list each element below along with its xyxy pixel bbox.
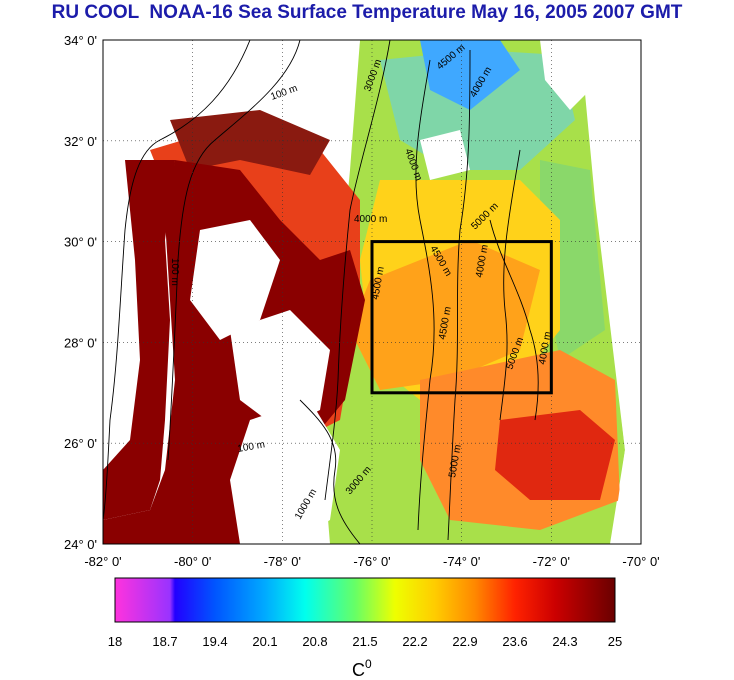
colorbar-tick-label: 20.1 (252, 634, 277, 649)
map-title: RU COOL NOAA-16 Sea Surface Temperature … (51, 2, 683, 23)
colorbar-tick-label: 22.9 (452, 634, 477, 649)
lon-tick-label: -80° 0' (174, 554, 211, 569)
sst-data-layer (103, 40, 641, 544)
colorbar-tick-label: 18 (108, 634, 122, 649)
contour-100m (167, 40, 301, 461)
contour-label: 4000 m (354, 214, 387, 225)
lat-tick-label: 30° 0' (64, 235, 97, 250)
colorbar-tick-label: 21.5 (352, 634, 377, 649)
lon-tick-label: -78° 0' (264, 554, 301, 569)
colorbar-tick-label: 24.3 (552, 634, 577, 649)
lon-tick-label: -72° 0' (533, 554, 570, 569)
lat-tick-label: 26° 0' (64, 436, 97, 451)
contour-4500m (447, 49, 471, 541)
cloud-gap-northeast (590, 40, 641, 544)
florida-peninsula-area (103, 160, 175, 520)
lat-tick-label: 28° 0' (64, 335, 97, 350)
colorbar-tick-labels: 18 18.7 19.4 20.1 20.8 21.5 22.2 22.9 23.6 24.3 25 (108, 634, 622, 649)
colorbar-tick-label: 23.6 (502, 634, 527, 649)
contour-3000m (324, 40, 391, 501)
cloud-gap-east (540, 40, 590, 110)
lat-tick-label: 24° 0' (64, 537, 97, 552)
colorbar-tick-label: 20.8 (302, 634, 327, 649)
map-border (102, 39, 642, 545)
colorbar-tick-label: 25 (608, 634, 622, 649)
lon-tick-label: -74° 0' (443, 554, 480, 569)
lon-tick-label: -70° 0' (622, 554, 659, 569)
cloud-gap-bahamas (230, 310, 330, 430)
colorbar-unit: C0 (352, 657, 372, 680)
colorbar-tick-label: 22.2 (402, 634, 427, 649)
lat-tick-label: 32° 0' (64, 134, 97, 149)
latitude-tick-labels: 34° 0' 32° 0' 30° 0' 28° 0' 26° 0' 24° 0' (64, 33, 97, 552)
contour-label: 100 m (169, 258, 180, 286)
lon-tick-label: -82° 0' (84, 554, 121, 569)
cloud-gap-mid (190, 220, 280, 340)
sst-southeast-red (495, 410, 615, 500)
colorbar (114, 577, 616, 623)
sst-northern-dark-band (170, 110, 330, 175)
lon-tick-label: -76° 0' (353, 554, 390, 569)
colorbar-tick-label: 18.7 (152, 634, 177, 649)
contour-4000m (415, 59, 435, 531)
contour-5000m (499, 149, 521, 421)
contour-bahamas (299, 399, 361, 544)
study-area-box (370, 240, 553, 395)
sst-mid-orange (350, 240, 540, 390)
cloud-gap-small (420, 130, 470, 180)
cloud-gap-southwest (230, 400, 340, 544)
colorbar-tick-label: 19.4 (202, 634, 227, 649)
coastline (103, 40, 251, 521)
bathymetry-contours (103, 40, 539, 544)
contour-label: 100 m (237, 439, 266, 455)
lat-tick-label: 34° 0' (64, 33, 97, 48)
longitude-tick-labels: -82° 0' -80° 0' -78° 0' -76° 0' -74° 0' -72° … (84, 554, 659, 569)
